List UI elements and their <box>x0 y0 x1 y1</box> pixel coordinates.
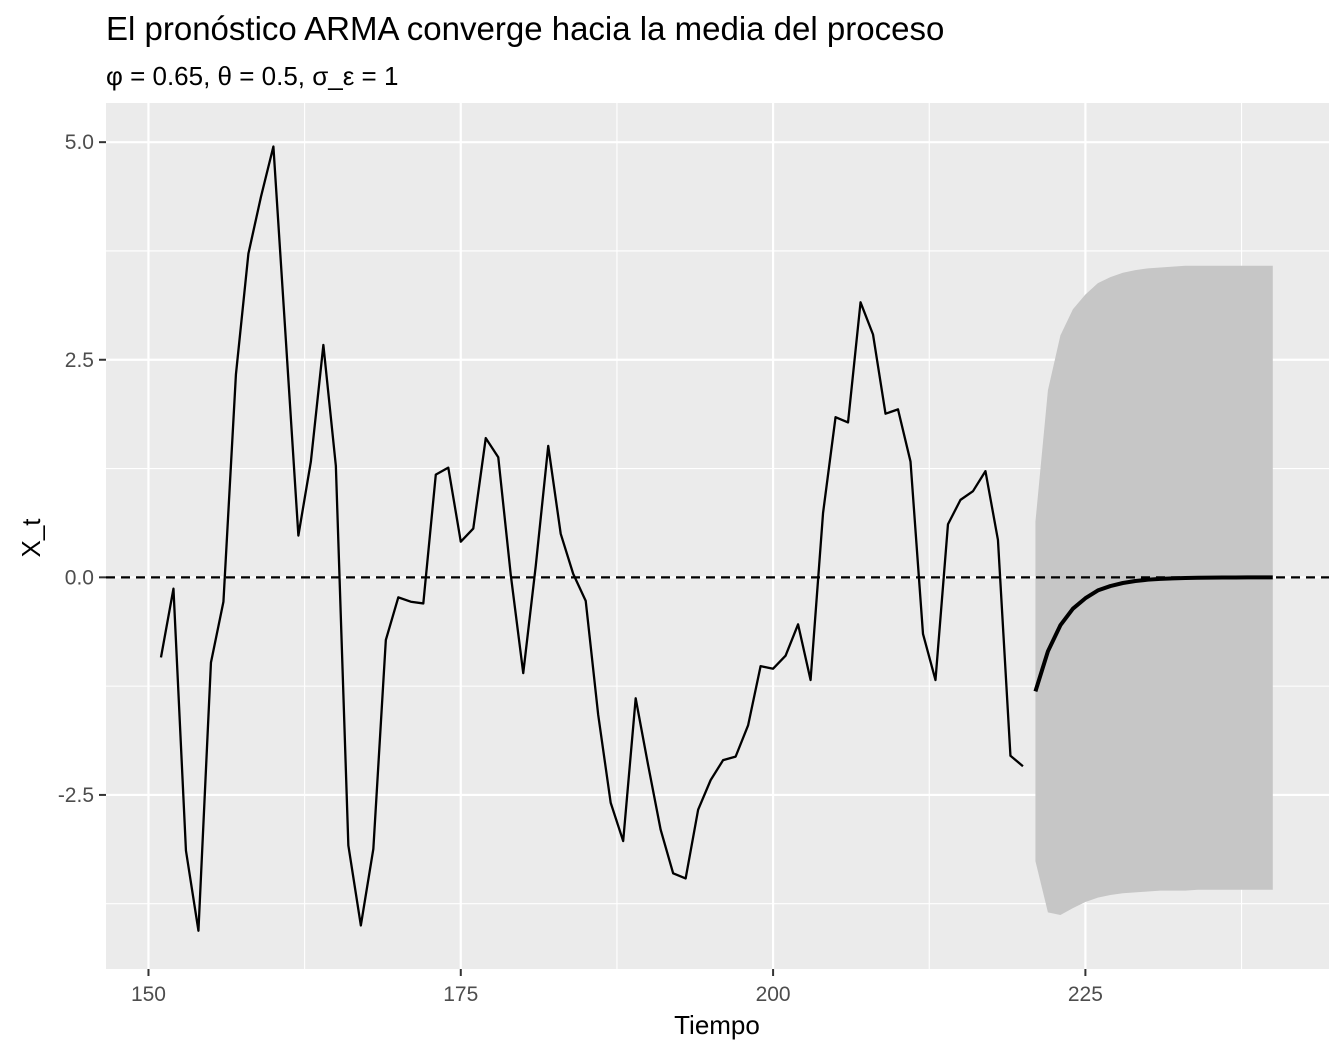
x-tick-label: 200 <box>756 983 791 1006</box>
y-tick-label: 0.0 <box>65 566 94 589</box>
x-axis-title: Tiempo <box>674 1010 760 1040</box>
x-tick-label: 225 <box>1068 983 1103 1006</box>
y-axis-title: X_t <box>16 518 46 558</box>
y-tick-label: 5.0 <box>65 131 94 154</box>
chart-title: El pronóstico ARMA converge hacia la med… <box>106 10 944 47</box>
forecast-interval-ribbon <box>1035 265 1273 916</box>
observed-series-line <box>159 145 1024 932</box>
chart-subtitle: φ = 0.65, θ = 0.5, σ_ε = 1 <box>106 61 398 91</box>
forecast-series-line <box>1033 575 1273 692</box>
y-tick-label: 2.5 <box>65 349 94 372</box>
x-tick-label: 150 <box>131 983 166 1006</box>
y-axis: -2.5 0.0 2.5 5.0 <box>58 131 106 807</box>
x-tick-label: 175 <box>443 983 478 1006</box>
x-axis: 150 175 200 225 <box>131 969 1103 1006</box>
y-tick-label: -2.5 <box>58 784 94 807</box>
